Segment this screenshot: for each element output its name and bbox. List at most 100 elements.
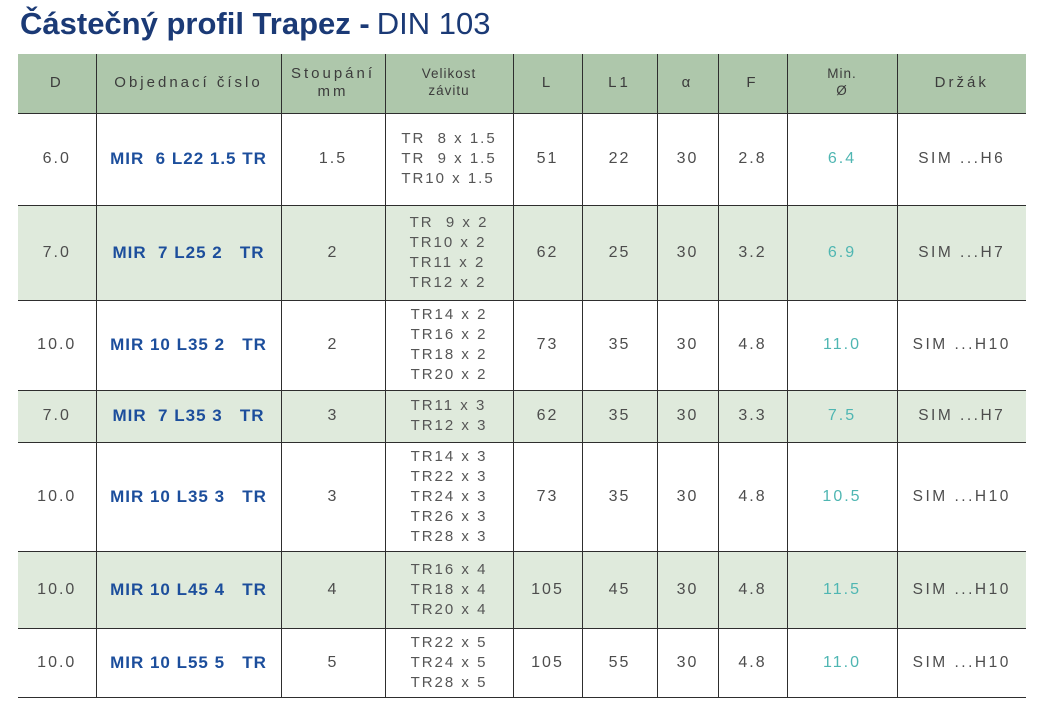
cell-l: 51 [513, 113, 583, 205]
thread-size-list: TR14 x 2 TR16 x 2 TR18 x 2 TR20 x 2 [410, 306, 488, 383]
table-row: 7.0 MIR 7 L25 2 TR 2 TR 9 x 2 TR10 x 2 TR11… [18, 205, 1026, 300]
cell-holder: SIM ...H7 [918, 407, 1006, 424]
cell-holder: SIM ...H6 [918, 150, 1006, 167]
cell-l1: 22 [582, 113, 658, 205]
cell-l: 105 [513, 551, 583, 628]
table-row: 10.0 MIR 10 L45 4 TR 4 TR16 x 4 TR18 x 4 TR… [18, 551, 1026, 628]
cell-f: 3.2 [718, 205, 788, 300]
cell-pitch: 3 [281, 442, 386, 551]
thread-size-list: TR16 x 4 TR18 x 4 TR20 x 4 [410, 560, 488, 618]
cell-l: 73 [513, 300, 583, 390]
cell-l: 62 [513, 205, 583, 300]
cell-holder: SIM ...H7 [918, 243, 1006, 261]
table-row: 10.0 MIR 10 L35 3 TR 3 TR14 x 3 TR22 x 3 TR… [18, 442, 1026, 551]
cell-d: 10.0 [18, 628, 97, 697]
cell-pitch: 1.5 [281, 113, 386, 205]
cell-holder: SIM ...H10 [912, 336, 1011, 353]
cell-order-code: MIR 7 L35 3 TR [96, 390, 282, 442]
table-header-row: D Objednací číslo Stoupání mm Velikost z… [18, 54, 1026, 113]
column-header-alpha: α [657, 54, 719, 113]
cell-order-code: MIR 10 L35 2 TR [96, 300, 282, 390]
column-header-order-number: Objednací číslo [96, 54, 282, 113]
cell-l1: 25 [582, 205, 658, 300]
table-body: 6.0 MIR 6 L22 1.5 TR 1.5 TR 8 x 1.5 TR 9 x … [18, 113, 1026, 697]
cell-holder: SIM ...H10 [912, 487, 1011, 505]
cell-f: 4.8 [718, 551, 788, 628]
column-header-holder: Držák [897, 54, 1026, 113]
table-row: 10.0 MIR 10 L55 5 TR 5 TR22 x 5 TR24 x 5 TR… [18, 628, 1026, 697]
cell-alpha: 30 [657, 113, 719, 205]
cell-l1: 35 [582, 442, 658, 551]
cell-alpha: 30 [657, 300, 719, 390]
table-row: 6.0 MIR 6 L22 1.5 TR 1.5 TR 8 x 1.5 TR 9 x … [18, 113, 1026, 205]
cell-d: 7.0 [18, 390, 97, 442]
column-header-l1: L1 [582, 54, 658, 113]
cell-d: 6.0 [18, 113, 97, 205]
cell-holder: SIM ...H10 [912, 580, 1011, 598]
page-title: Částečný profil Trapez - DIN 103 [20, 6, 1049, 42]
cell-alpha: 30 [657, 551, 719, 628]
cell-pitch: 3 [281, 390, 386, 442]
page-title-main: Částečný profil Trapez - [20, 6, 370, 41]
cell-thread-sizes: TR14 x 2 TR16 x 2 TR18 x 2 TR20 x 2 [385, 300, 514, 390]
cell-f: 3.3 [718, 390, 788, 442]
cell-thread-sizes: TR16 x 4 TR18 x 4 TR20 x 4 [385, 551, 514, 628]
cell-min-diameter: 6.9 [787, 205, 898, 300]
cell-l1: 45 [582, 551, 658, 628]
cell-pitch: 4 [281, 551, 386, 628]
thread-size-list: TR 8 x 1.5 TR 9 x 1.5 TR10 x 1.5 [401, 130, 497, 187]
cell-alpha: 30 [657, 205, 719, 300]
cell-d: 7.0 [18, 205, 97, 300]
column-header-f: F [718, 54, 788, 113]
cell-f: 4.8 [718, 300, 788, 390]
cell-f: 4.8 [718, 628, 788, 697]
cell-l: 73 [513, 442, 583, 551]
cell-d: 10.0 [18, 300, 97, 390]
cell-d: 10.0 [18, 442, 97, 551]
table-header: D Objednací číslo Stoupání mm Velikost z… [18, 54, 1026, 113]
column-header-d: D [18, 54, 97, 113]
thread-size-list: TR 9 x 2 TR10 x 2 TR11 x 2 TR12 x 2 [409, 213, 489, 291]
cell-l1: 35 [582, 390, 658, 442]
cell-min-diameter: 11.0 [787, 628, 898, 697]
cell-thread-sizes: TR11 x 3 TR12 x 3 [385, 390, 514, 442]
cell-f: 2.8 [718, 113, 788, 205]
cell-f: 4.8 [718, 442, 788, 551]
table-row: 10.0 MIR 10 L35 2 TR 2 TR14 x 2 TR16 x 2 TR… [18, 300, 1026, 390]
cell-order-code: MIR 6 L22 1.5 TR [96, 113, 282, 205]
cell-alpha: 30 [657, 442, 719, 551]
cell-thread-sizes: TR14 x 3 TR22 x 3 TR24 x 3 TR26 x 3 TR28… [385, 442, 514, 551]
cell-thread-sizes: TR 8 x 1.5 TR 9 x 1.5 TR10 x 1.5 [385, 113, 514, 205]
cell-min-diameter: 6.4 [787, 113, 898, 205]
cell-order-code: MIR 10 L55 5 TR [96, 628, 282, 697]
thread-size-list: TR22 x 5 TR24 x 5 TR28 x 5 [410, 633, 488, 691]
cell-pitch: 5 [281, 628, 386, 697]
cell-order-code: MIR 7 L25 2 TR [96, 205, 282, 300]
product-spec-table: D Objednací číslo Stoupání mm Velikost z… [18, 54, 1026, 698]
thread-size-list: TR11 x 3 TR12 x 3 [410, 397, 488, 434]
cell-order-code: MIR 10 L35 3 TR [96, 442, 282, 551]
cell-l1: 35 [582, 300, 658, 390]
cell-order-code: MIR 10 L45 4 TR [96, 551, 282, 628]
cell-thread-sizes: TR22 x 5 TR24 x 5 TR28 x 5 [385, 628, 514, 697]
column-header-l: L [513, 54, 583, 113]
cell-thread-sizes: TR 9 x 2 TR10 x 2 TR11 x 2 TR12 x 2 [385, 205, 514, 300]
cell-alpha: 30 [657, 628, 719, 697]
column-header-thread-size: Velikost závitu [385, 54, 514, 113]
cell-min-diameter: 7.5 [787, 390, 898, 442]
cell-l1: 55 [582, 628, 658, 697]
cell-l: 62 [513, 390, 583, 442]
cell-pitch: 2 [281, 300, 386, 390]
column-header-min-diameter: Min. Ø [787, 54, 898, 113]
cell-d: 10.0 [18, 551, 97, 628]
column-header-pitch-mm: Stoupání mm [281, 54, 386, 113]
cell-min-diameter: 11.5 [787, 551, 898, 628]
cell-holder: SIM ...H10 [912, 653, 1011, 671]
cell-pitch: 2 [281, 205, 386, 300]
cell-l: 105 [513, 628, 583, 697]
thread-size-list: TR14 x 3 TR22 x 3 TR24 x 3 TR26 x 3 TR28… [410, 447, 488, 545]
cell-alpha: 30 [657, 390, 719, 442]
page-title-suffix: DIN 103 [376, 6, 491, 41]
table-row: 7.0 MIR 7 L35 3 TR 3 TR11 x 3 TR12 x 3 62 35 3… [18, 390, 1026, 442]
